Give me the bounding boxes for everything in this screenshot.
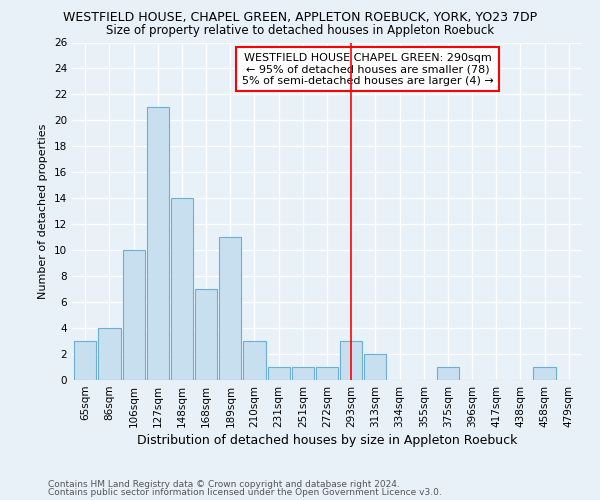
Bar <box>340 341 362 380</box>
Y-axis label: Number of detached properties: Number of detached properties <box>38 124 49 299</box>
Bar <box>244 341 266 380</box>
X-axis label: Distribution of detached houses by size in Appleton Roebuck: Distribution of detached houses by size … <box>137 434 517 447</box>
Bar <box>122 250 145 380</box>
Bar <box>219 237 241 380</box>
Bar <box>533 367 556 380</box>
Bar <box>268 367 290 380</box>
Text: WESTFIELD HOUSE, CHAPEL GREEN, APPLETON ROEBUCK, YORK, YO23 7DP: WESTFIELD HOUSE, CHAPEL GREEN, APPLETON … <box>63 11 537 24</box>
Bar <box>292 367 314 380</box>
Bar <box>146 108 169 380</box>
Bar <box>437 367 459 380</box>
Bar <box>74 341 97 380</box>
Text: Size of property relative to detached houses in Appleton Roebuck: Size of property relative to detached ho… <box>106 24 494 37</box>
Bar <box>316 367 338 380</box>
Text: Contains HM Land Registry data © Crown copyright and database right 2024.: Contains HM Land Registry data © Crown c… <box>48 480 400 489</box>
Bar <box>98 328 121 380</box>
Bar <box>195 289 217 380</box>
Text: WESTFIELD HOUSE CHAPEL GREEN: 290sqm
← 95% of detached houses are smaller (78)
5: WESTFIELD HOUSE CHAPEL GREEN: 290sqm ← 9… <box>242 52 494 86</box>
Bar <box>364 354 386 380</box>
Text: Contains public sector information licensed under the Open Government Licence v3: Contains public sector information licen… <box>48 488 442 497</box>
Bar <box>171 198 193 380</box>
